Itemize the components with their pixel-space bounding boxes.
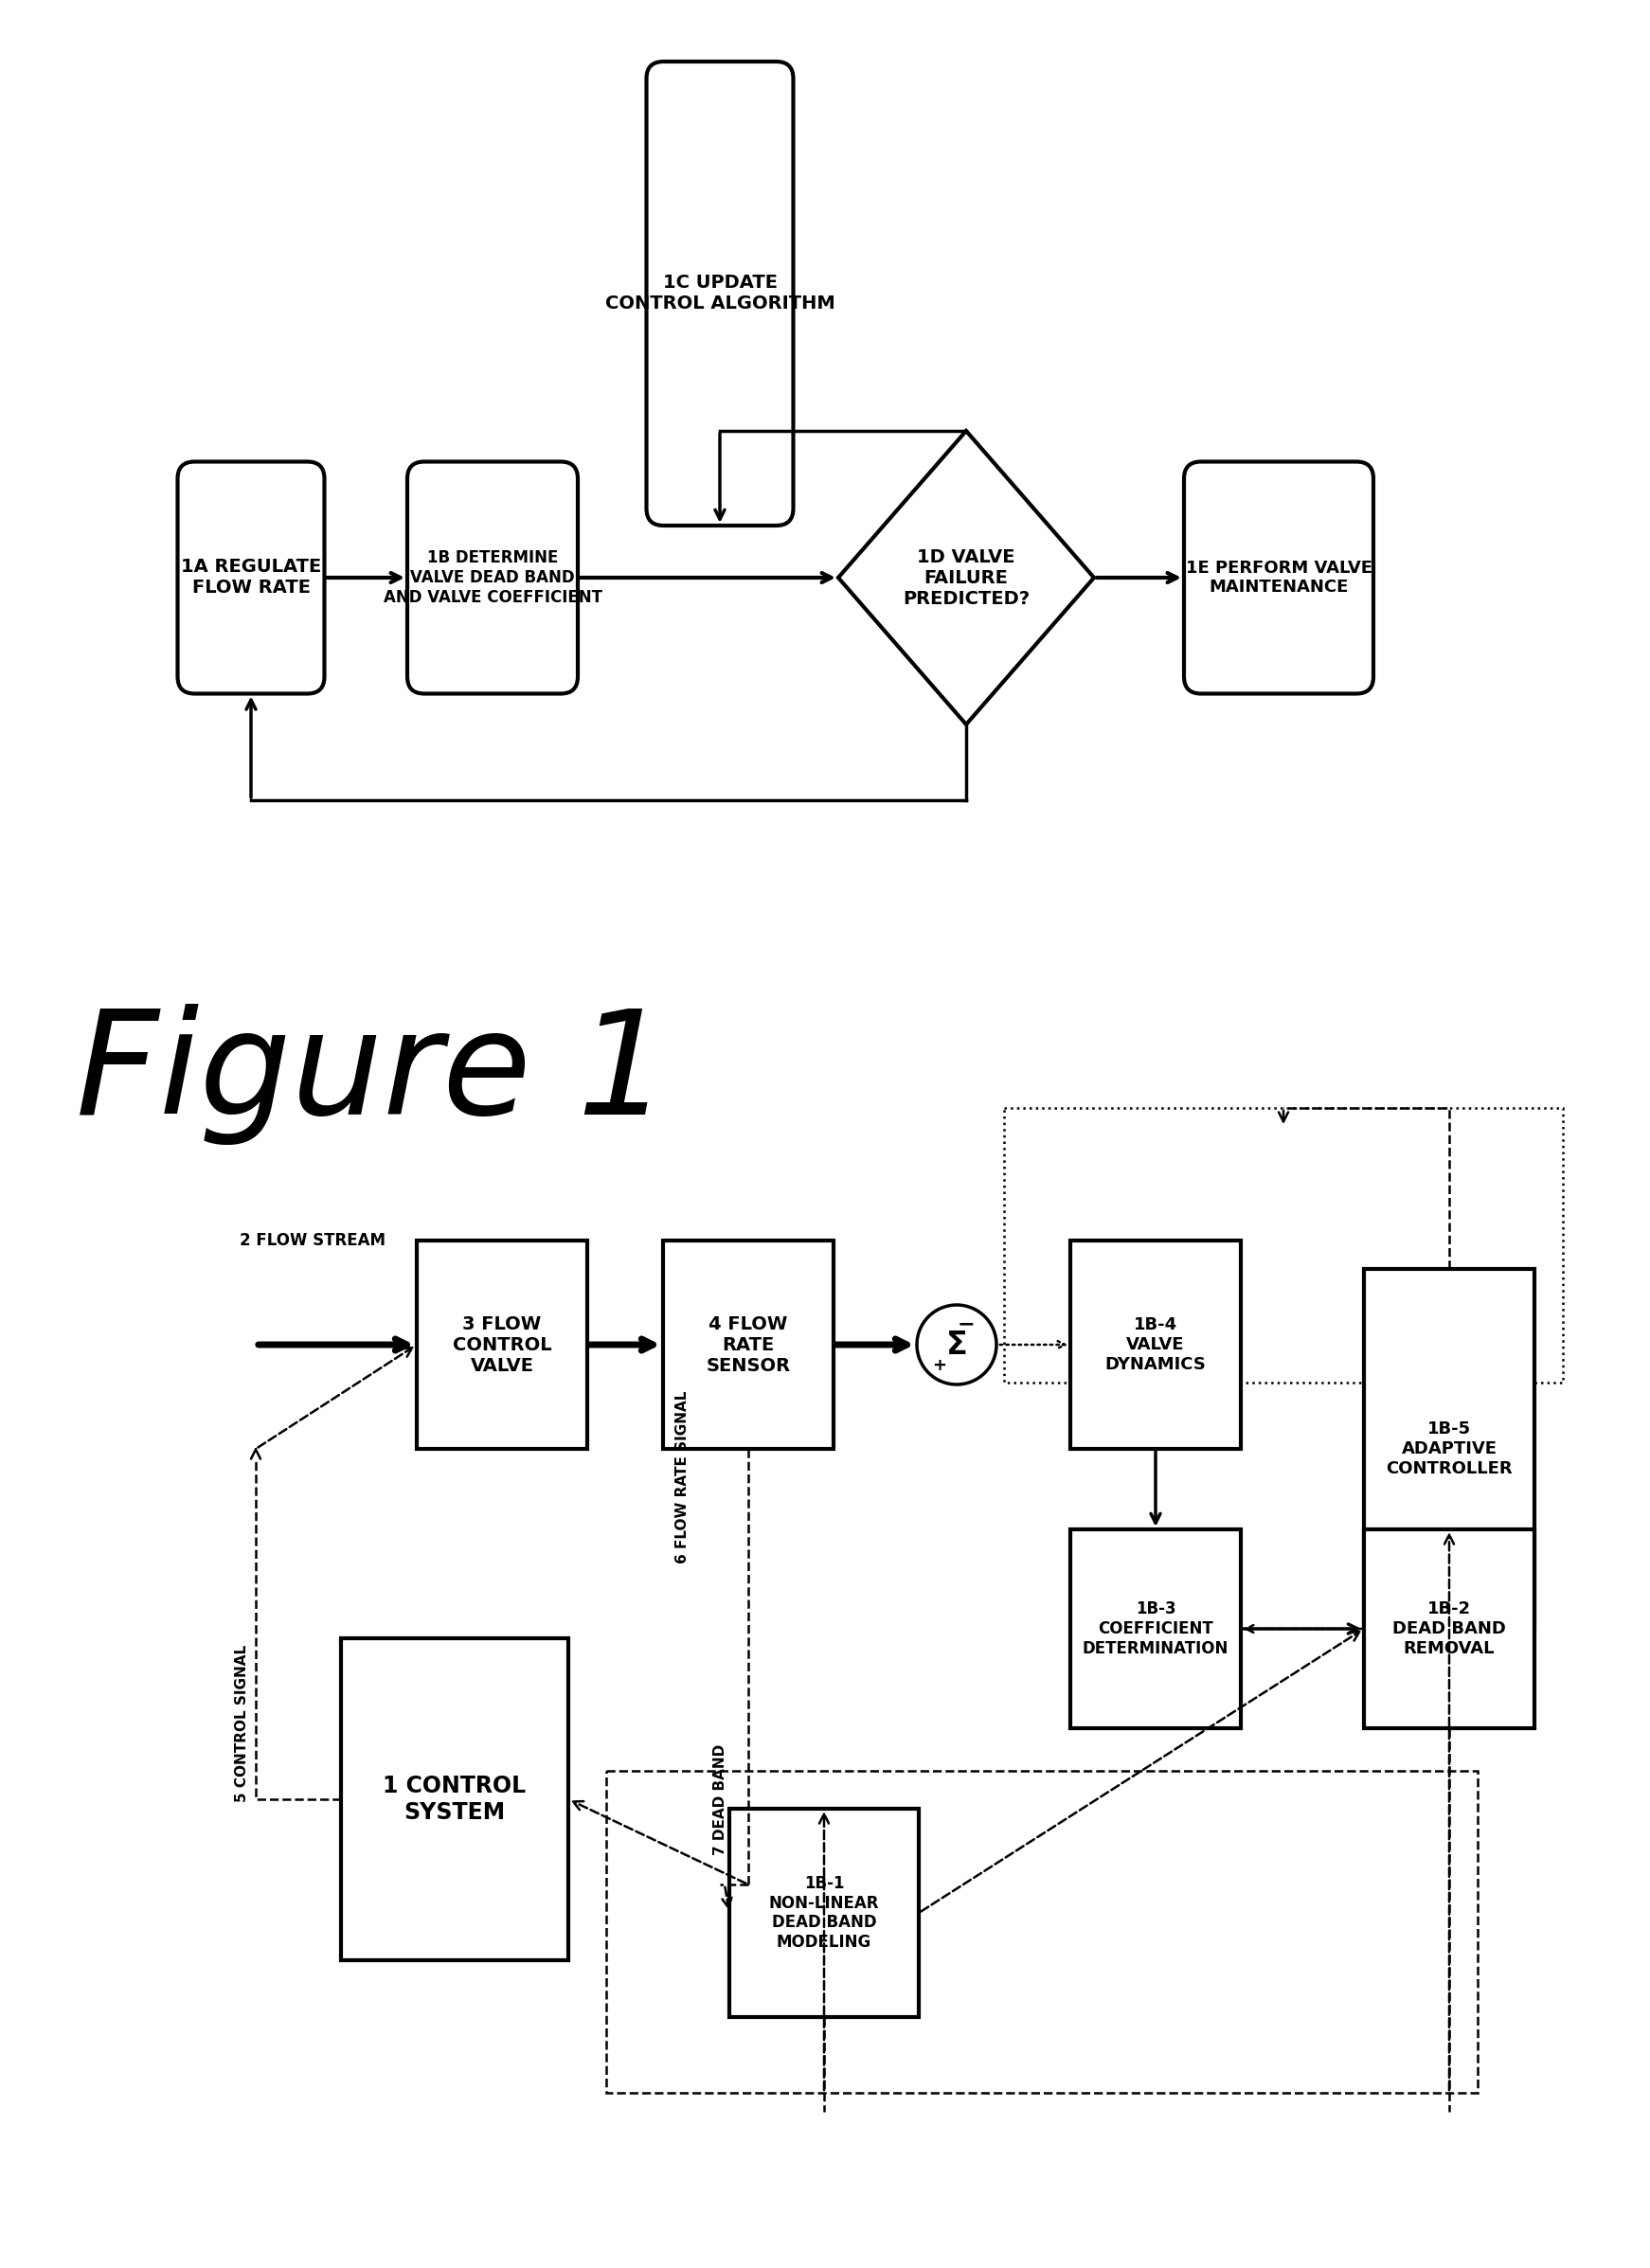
Bar [1365, 1529, 1535, 1728]
Text: 1A REGULATE
FLOW RATE: 1A REGULATE FLOW RATE [182, 558, 322, 596]
Bar [1003, 1109, 1563, 1383]
Text: 1C UPDATE
CONTROL ALGORITHM: 1C UPDATE CONTROL ALGORITHM [606, 274, 835, 313]
FancyBboxPatch shape [408, 463, 578, 694]
Text: 1B-3
COEFFICIENT
DETERMINATION: 1B-3 COEFFICIENT DETERMINATION [1082, 1601, 1229, 1658]
Bar [663, 1241, 833, 1449]
Text: 2 FLOW STREAM: 2 FLOW STREAM [239, 1232, 386, 1250]
Text: Figure 1: Figure 1 [76, 1005, 670, 1145]
Bar [417, 1241, 587, 1449]
Text: 3 FLOW
CONTROL
VALVE: 3 FLOW CONTROL VALVE [452, 1315, 551, 1374]
Text: 1B-5
ADAPTIVE
CONTROLLER: 1B-5 ADAPTIVE CONTROLLER [1386, 1420, 1513, 1476]
FancyBboxPatch shape [647, 61, 794, 526]
Text: 1B-1
NON-LINEAR
DEAD BAND
MODELING: 1B-1 NON-LINEAR DEAD BAND MODELING [769, 1876, 879, 1950]
Polygon shape [838, 431, 1094, 723]
Text: 5 CONTROL SIGNAL: 5 CONTROL SIGNAL [234, 1644, 249, 1803]
Text: 6 FLOW RATE SIGNAL: 6 FLOW RATE SIGNAL [675, 1390, 690, 1563]
Text: 1B DETERMINE
VALVE DEAD BAND
AND VALVE COEFFICIENT: 1B DETERMINE VALVE DEAD BAND AND VALVE C… [383, 549, 602, 606]
Bar [729, 1808, 919, 2016]
Text: 1D VALVE
FAILURE
PREDICTED?: 1D VALVE FAILURE PREDICTED? [903, 549, 1030, 608]
FancyBboxPatch shape [1185, 463, 1373, 694]
Bar [1365, 1268, 1535, 1628]
Text: Σ: Σ [945, 1329, 967, 1361]
Text: −: − [957, 1315, 975, 1334]
Text: 4 FLOW
RATE
SENSOR: 4 FLOW RATE SENSOR [706, 1315, 790, 1374]
FancyBboxPatch shape [178, 463, 325, 694]
Text: 1B-4
VALVE
DYNAMICS: 1B-4 VALVE DYNAMICS [1106, 1315, 1206, 1372]
Text: 1B-2
DEAD BAND
REMOVAL: 1B-2 DEAD BAND REMOVAL [1393, 1601, 1506, 1658]
Circle shape [917, 1304, 997, 1383]
Text: 1 CONTROL
SYSTEM: 1 CONTROL SYSTEM [383, 1776, 526, 1823]
Text: +: + [932, 1356, 947, 1374]
Text: 7 DEAD BAND: 7 DEAD BAND [713, 1744, 728, 1855]
Bar [1071, 1241, 1241, 1449]
Text: 1E PERFORM VALVE
MAINTENANCE: 1E PERFORM VALVE MAINTENANCE [1185, 560, 1373, 596]
Bar [342, 1637, 568, 1960]
Bar [606, 1771, 1478, 2093]
Bar [1071, 1529, 1241, 1728]
